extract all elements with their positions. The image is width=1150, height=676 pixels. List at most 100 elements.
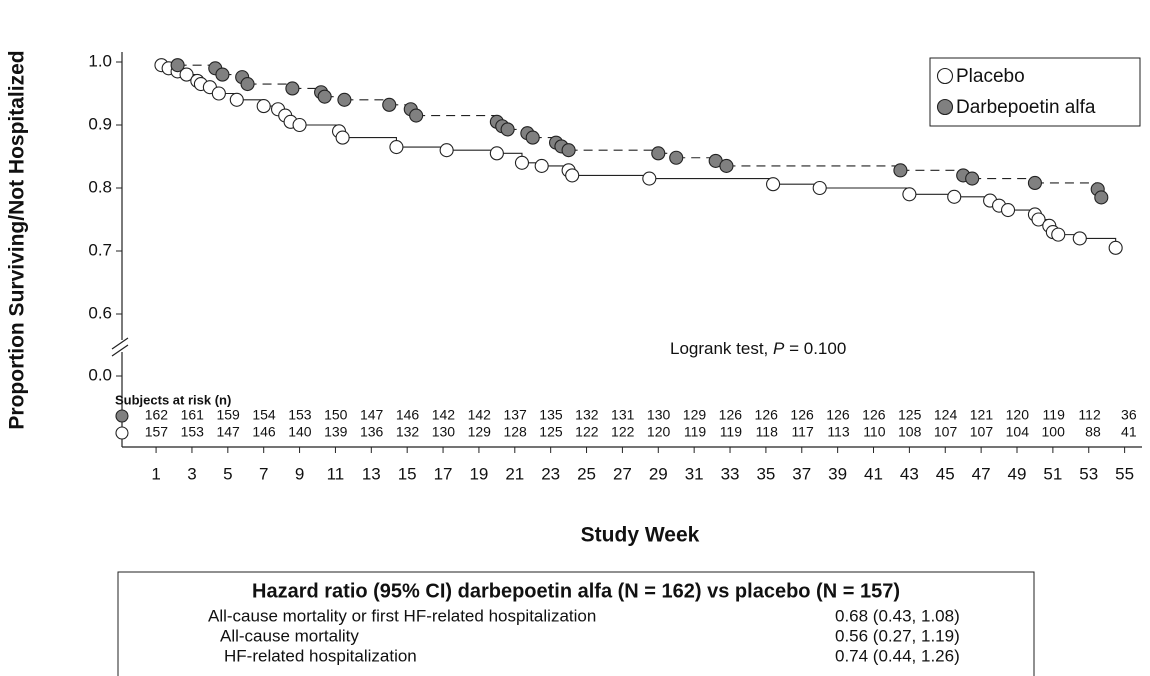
data-point — [534, 158, 549, 173]
risk-count: 140 — [288, 424, 312, 440]
risk-count: 118 — [756, 424, 779, 440]
x-tick-label: 39 — [828, 464, 847, 483]
risk-count: 154 — [252, 407, 276, 423]
risk-count: 153 — [288, 407, 312, 423]
risk-count: 107 — [970, 424, 994, 440]
risk-count: 146 — [252, 424, 276, 440]
data-point — [1027, 175, 1042, 191]
data-point — [409, 108, 424, 123]
step-line — [342, 137, 397, 148]
data-point — [1031, 212, 1046, 227]
risk-count: 161 — [181, 407, 205, 423]
data-point — [719, 158, 734, 173]
risk-count: 153 — [181, 424, 205, 440]
step-line — [972, 178, 1036, 183]
legend-box — [929, 57, 1141, 127]
data-point — [489, 146, 504, 161]
data-point — [256, 99, 271, 114]
data-point — [947, 189, 962, 204]
risk-count: 131 — [611, 407, 635, 423]
risk-count: 126 — [862, 407, 886, 423]
risk-count: 122 — [611, 424, 635, 440]
step-line — [1034, 182, 1099, 190]
hazard-value: 0.68 (0.43, 1.08) — [835, 606, 960, 625]
data-point — [766, 177, 781, 192]
x-tick-label: 7 — [259, 464, 268, 483]
risk-count: 120 — [1006, 407, 1030, 423]
data-point — [965, 171, 980, 186]
data-point — [179, 67, 194, 82]
risk-count: 142 — [432, 407, 456, 423]
risk-count: 36 — [1121, 407, 1137, 423]
data-point — [1072, 231, 1087, 246]
x-tick-label: 29 — [649, 464, 668, 483]
risk-count: 132 — [575, 407, 599, 423]
risk-count: 132 — [396, 424, 420, 440]
x-tick-label: 15 — [398, 464, 417, 483]
risk-count: 110 — [863, 424, 886, 440]
legend-label: Placebo — [956, 66, 1025, 87]
risk-count: 120 — [647, 424, 671, 440]
risk-marker — [115, 409, 129, 423]
risk-count: 126 — [826, 407, 850, 423]
risk-count: 117 — [791, 424, 814, 440]
risk-count: 147 — [216, 424, 240, 440]
y-tick-label: 0.6 — [88, 303, 112, 322]
data-point — [317, 89, 332, 104]
annotation: Logrank test, P = 0.100 — [670, 339, 846, 358]
x-tick-label: 13 — [362, 464, 381, 483]
data-point — [240, 77, 255, 92]
data-point — [382, 97, 397, 112]
y-tick-label: 0.0 — [88, 365, 112, 384]
risk-count: 147 — [360, 407, 384, 423]
data-point — [514, 155, 530, 170]
risk-count: 130 — [647, 407, 671, 423]
x-tick-label: 51 — [1043, 464, 1062, 483]
risk-count: 129 — [468, 424, 492, 440]
x-tick-label: 43 — [900, 464, 919, 483]
risk-count: 126 — [755, 407, 779, 423]
risk-count: 88 — [1085, 424, 1101, 440]
x-tick-label: 45 — [936, 464, 955, 483]
risk-count: 129 — [683, 407, 707, 423]
risk-count: 119 — [720, 424, 743, 440]
annotation-rest: = 0.100 — [789, 339, 846, 358]
x-tick-label: 21 — [505, 464, 524, 483]
data-point — [1000, 203, 1016, 218]
x-tick-label: 11 — [327, 464, 345, 483]
risk-count: 142 — [468, 407, 492, 423]
risk-count: 41 — [1121, 424, 1137, 440]
hazard-title: Hazard ratio (95% CI) darbepoetin alfa (… — [252, 580, 900, 602]
data-point — [292, 117, 307, 133]
data-point — [337, 92, 352, 107]
y-tick-label: 0.7 — [88, 240, 112, 259]
data-point — [1108, 240, 1123, 255]
data-point — [335, 130, 350, 145]
risk-count: 119 — [1043, 407, 1066, 423]
legend-label: Darbepoetin alfa — [956, 97, 1096, 118]
risk-marker — [115, 426, 129, 440]
risk-count: 124 — [934, 407, 958, 423]
x-tick-label: 27 — [613, 464, 632, 483]
annotation-stat: P — [773, 339, 785, 358]
data-point — [651, 146, 666, 161]
risk-count: 104 — [1006, 424, 1030, 440]
legend-marker — [936, 67, 954, 85]
x-tick-label: 47 — [972, 464, 991, 483]
risk-count: 146 — [396, 407, 420, 423]
x-tick-label: 53 — [1079, 464, 1098, 483]
step-line — [568, 149, 659, 154]
data-point — [812, 180, 827, 196]
step-line — [900, 169, 964, 176]
annotation-prefix: Logrank test, — [670, 339, 768, 358]
risk-count: 128 — [503, 424, 527, 440]
step-line — [649, 178, 774, 185]
hazard-box — [117, 571, 1035, 676]
data-point — [211, 86, 226, 101]
x-tick-label: 9 — [295, 464, 304, 483]
risk-count: 108 — [898, 424, 922, 440]
x-tick-label: 23 — [541, 464, 560, 483]
risk-count: 125 — [898, 407, 922, 423]
step-line — [416, 115, 498, 122]
